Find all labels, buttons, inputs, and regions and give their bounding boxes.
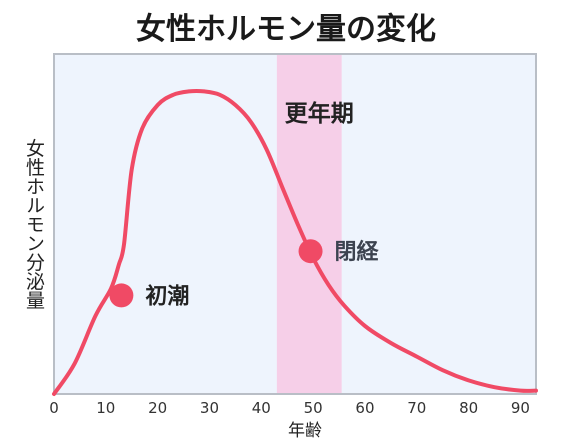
point-marker-0 bbox=[109, 283, 134, 308]
x-axis-ticks: 0 10 20 30 40 50 60 70 80 90 bbox=[49, 399, 530, 417]
point-label-1: 閉経 bbox=[335, 239, 380, 265]
band-label: 更年期 bbox=[285, 100, 354, 127]
series-line bbox=[52, 88, 538, 396]
x-tick-label: 50 bbox=[304, 399, 323, 417]
x-tick-label: 40 bbox=[252, 399, 271, 417]
point-label-0: 初潮 bbox=[145, 283, 189, 309]
point-marker-1 bbox=[298, 239, 323, 264]
y-axis-label: 女性ホルモン分泌量 bbox=[23, 138, 45, 309]
menopause-band bbox=[276, 54, 342, 394]
x-axis-label: 年齢 bbox=[288, 421, 322, 441]
x-tick-label: 80 bbox=[459, 399, 478, 417]
x-tick-label: 90 bbox=[511, 399, 530, 417]
plot-border bbox=[53, 53, 537, 395]
x-tick-label: 0 bbox=[49, 399, 59, 417]
points-layer: 初潮 閉経 bbox=[109, 239, 380, 309]
x-tick-label: 70 bbox=[407, 399, 426, 417]
chart-title: 女性ホルモン量の変化 bbox=[136, 12, 436, 47]
x-tick-label: 30 bbox=[200, 399, 219, 417]
x-tick-label: 60 bbox=[355, 399, 374, 417]
x-tick-label: 10 bbox=[96, 399, 115, 417]
x-tick-label: 20 bbox=[148, 399, 167, 417]
